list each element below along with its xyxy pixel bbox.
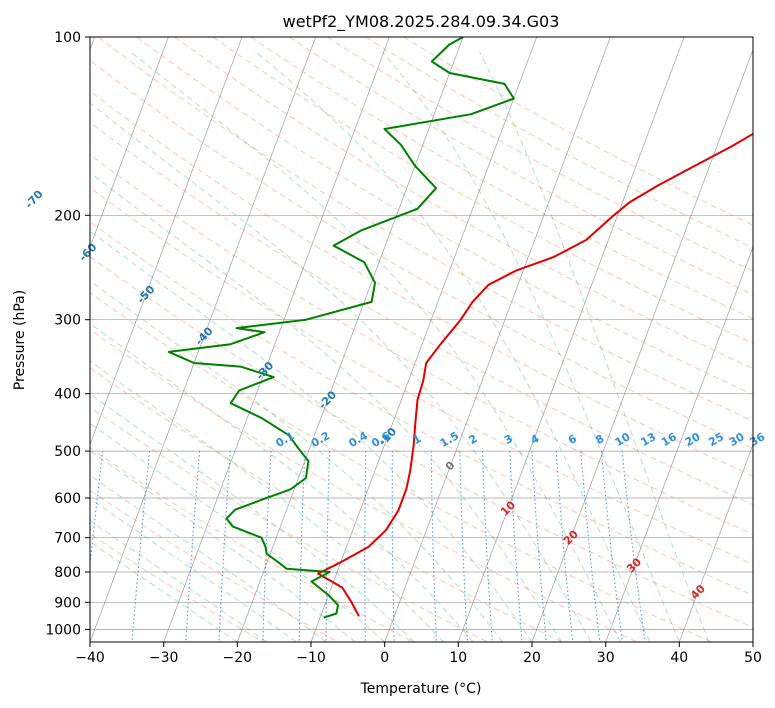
dry-adiabat-label: -70: [23, 187, 46, 211]
x-tick-label: −20: [223, 650, 253, 666]
dry-adiabat-line: [90, 121, 753, 506]
moist-adiabat-line: [255, 51, 651, 642]
x-tick-label: 0: [380, 650, 389, 666]
dry-adiabat-line: [90, 90, 753, 477]
moist-adiabat-line: [382, 51, 680, 642]
isotherm-line: [384, 37, 611, 642]
isotherm-line: [90, 37, 243, 446]
y-tick-label: 700: [54, 531, 81, 547]
moist-adiabat-line: [90, 393, 415, 642]
dry-adiabat-line: [174, 37, 753, 370]
dry-adiabat-line: [90, 406, 488, 642]
x-tick-label: 20: [523, 650, 541, 666]
x-tick-label: 10: [449, 650, 467, 666]
isotherm-line: [310, 37, 538, 642]
y-tick-label: 100: [54, 30, 81, 46]
moist-adiabat-line: [90, 171, 562, 642]
dry-adiabat-line: [288, 37, 753, 296]
moist-adiabat-line: [90, 497, 297, 642]
moist-adiabat-line: [90, 519, 268, 642]
dry-adiabat-line: [90, 154, 753, 535]
mixing-ratio-line: [600, 451, 623, 642]
moist-adiabat-line: [90, 449, 356, 642]
moist-adiabat-line: [90, 541, 238, 642]
y-tick-label: 600: [54, 491, 81, 507]
moist-adiabat-line: [130, 51, 621, 642]
dry-adiabat-line: [327, 37, 753, 272]
dry-adiabat-line: [403, 37, 753, 226]
dry-adiabat-line: [90, 221, 753, 596]
y-tick-label: 500: [54, 444, 81, 460]
isotherm-line: [90, 37, 169, 249]
y-tick-label: 1000: [45, 622, 81, 638]
axes: −40 −30 −20 −10 0 10 20 30 40 50 100 200 300 400 500 60…: [45, 30, 762, 666]
temperature-profile-line: [317, 132, 753, 617]
x-tick-label: −30: [149, 650, 179, 666]
moist-adiabat-line: [90, 230, 533, 642]
moist-adiabat-line: [90, 280, 503, 642]
moist-adiabat-line: [479, 51, 710, 642]
dry-adiabat-line: [90, 447, 414, 642]
dry-adiabat-line: [90, 292, 712, 642]
y-tick-label: 300: [54, 313, 81, 329]
x-tick-label: 30: [597, 650, 615, 666]
dry-adiabat-line: [90, 59, 753, 449]
background-lines: [90, 37, 753, 642]
isotherm-line: [678, 443, 753, 642]
x-axis-label: Temperature (°C): [360, 681, 482, 697]
dry-adiabat-line: [90, 489, 339, 642]
profile-lines: [167, 37, 753, 619]
plot-background: [90, 37, 753, 642]
y-tick-label: 900: [54, 595, 81, 611]
y-tick-label: 800: [54, 565, 81, 581]
y-tick-label: 400: [54, 387, 81, 403]
isotherm-line: [752, 640, 753, 642]
chart-title: wetPf2_YM08.2025.284.09.34.G03: [283, 12, 560, 32]
y-tick-label: 200: [54, 208, 81, 224]
dry-adiabat-line: [212, 37, 753, 344]
moist-adiabat-line: [90, 322, 474, 642]
moist-adiabat-line: [90, 474, 327, 642]
dry-adiabat-line: [90, 187, 753, 565]
dewpoint-profile-line: [167, 37, 515, 619]
isotherm-line: [457, 37, 685, 642]
isotherm-line: [90, 37, 317, 642]
x-tick-label: 40: [670, 650, 688, 666]
dry-adiabat-line: [90, 329, 638, 642]
dry-adiabat-line: [90, 533, 264, 642]
x-tick-label: −10: [296, 650, 326, 666]
isotherm-line: [531, 48, 753, 642]
isotherm-line: [236, 37, 464, 642]
x-tick-label: 50: [744, 650, 762, 666]
x-tick-label: −40: [75, 650, 105, 666]
moist-adiabat-line: [90, 360, 444, 642]
mixing-ratio-line: [90, 451, 104, 569]
dry-adiabat-line: [97, 37, 753, 422]
y-axis-label: Pressure (hPa): [12, 290, 28, 390]
moist-adiabat-line: [90, 422, 386, 642]
mixing-ratio-line: [621, 451, 646, 642]
isotherm-line: [163, 37, 390, 642]
isotherm-line: [605, 246, 753, 642]
plot-frame: [89, 36, 754, 643]
